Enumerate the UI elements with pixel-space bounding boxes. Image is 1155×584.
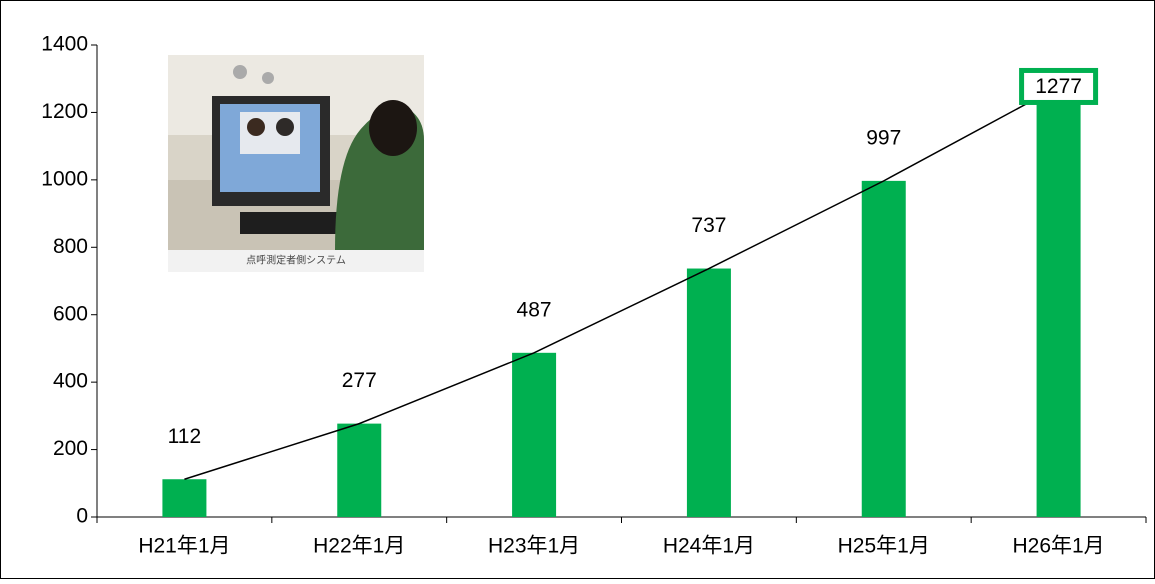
y-tick-label: 1200 bbox=[41, 100, 88, 123]
photo-keyboard bbox=[240, 212, 340, 234]
value-label: 997 bbox=[866, 126, 901, 149]
y-tick-label: 800 bbox=[53, 235, 88, 258]
photo-face bbox=[247, 118, 265, 136]
y-tick-label: 1400 bbox=[41, 33, 88, 56]
x-tick-label: H21年1月 bbox=[138, 535, 230, 558]
bar bbox=[162, 479, 206, 517]
value-label: 1277 bbox=[1035, 75, 1082, 98]
inset-caption: 点呼測定者側システム bbox=[246, 254, 346, 267]
x-tick-label: H23年1月 bbox=[488, 535, 580, 558]
x-tick-label: H24年1月 bbox=[663, 535, 755, 558]
photo-head bbox=[369, 100, 417, 156]
x-tick-label: H22年1月 bbox=[313, 535, 405, 558]
x-tick-label: H25年1月 bbox=[838, 535, 930, 558]
x-tick-label: H26年1月 bbox=[1012, 535, 1104, 558]
y-tick-label: 200 bbox=[53, 437, 88, 460]
bar bbox=[337, 424, 381, 517]
photo-camera bbox=[233, 65, 247, 79]
value-label: 277 bbox=[342, 369, 377, 392]
photo-face bbox=[276, 118, 294, 136]
inset-photo: 点呼測定者側システム bbox=[168, 55, 424, 272]
chart: 点呼測定者側システム 0 200 400 600 800 1000 1200 1400 H21年… bbox=[0, 0, 1155, 579]
bar bbox=[512, 353, 556, 517]
bar bbox=[862, 181, 906, 517]
y-tick-label: 1000 bbox=[41, 167, 88, 190]
y-tick-label: 0 bbox=[76, 505, 88, 528]
value-label: 112 bbox=[168, 425, 201, 448]
value-label: 737 bbox=[691, 214, 726, 237]
bar bbox=[1037, 86, 1081, 517]
value-label: 487 bbox=[517, 298, 552, 321]
photo-camera bbox=[262, 72, 274, 84]
y-tick-label: 400 bbox=[53, 370, 88, 393]
y-tick-label: 600 bbox=[53, 302, 88, 325]
bar bbox=[687, 269, 731, 517]
